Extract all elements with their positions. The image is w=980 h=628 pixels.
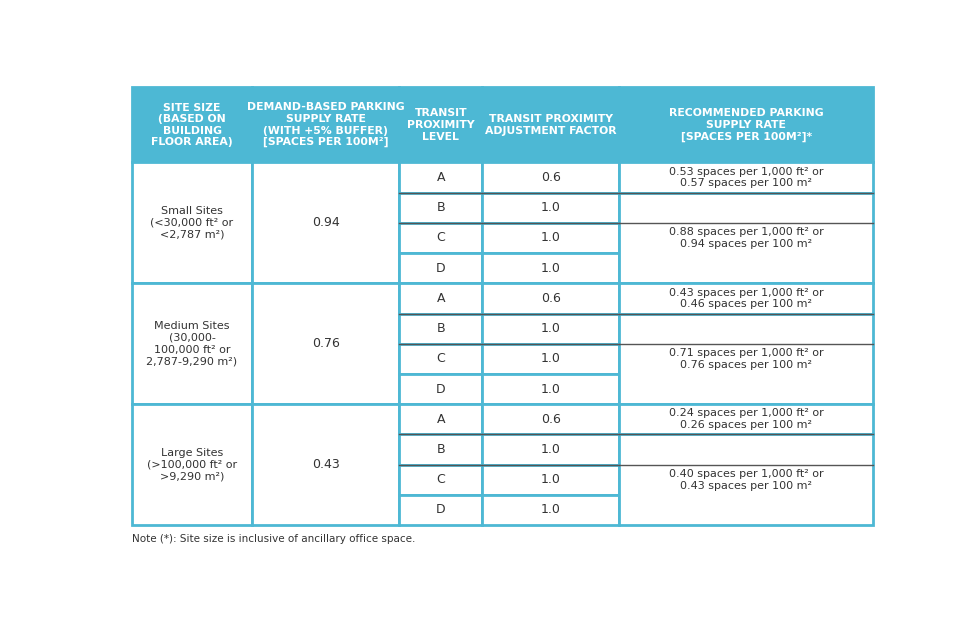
Bar	[619, 404, 873, 435]
Text: 0.88 spaces per 1,000 ft² or
0.94 spaces per 100 m²: 0.88 spaces per 1,000 ft² or 0.94 spaces…	[668, 227, 823, 249]
Text: C: C	[436, 474, 445, 486]
Text: 1.0: 1.0	[541, 504, 561, 516]
Bar	[482, 465, 619, 495]
Bar	[482, 283, 619, 313]
Bar	[399, 283, 482, 313]
Bar	[399, 344, 482, 374]
Bar	[619, 313, 873, 404]
Bar	[482, 193, 619, 223]
Bar	[131, 163, 253, 283]
Text: 0.40 spaces per 1,000 ft² or
0.43 spaces per 100 m²: 0.40 spaces per 1,000 ft² or 0.43 spaces…	[668, 469, 823, 490]
Text: D: D	[436, 262, 446, 274]
Text: 0.53 spaces per 1,000 ft² or
0.57 spaces per 100 m²: 0.53 spaces per 1,000 ft² or 0.57 spaces…	[669, 166, 823, 188]
Bar	[482, 404, 619, 435]
Text: 1.0: 1.0	[541, 382, 561, 396]
Bar	[131, 87, 253, 163]
Text: Note (*): Site size is inclusive of ancillary office space.: Note (*): Site size is inclusive of anci…	[131, 534, 415, 544]
Bar	[253, 163, 399, 283]
Text: A: A	[436, 413, 445, 426]
Text: 0.43: 0.43	[312, 458, 340, 471]
Text: Medium Sites
(30,000-
100,000 ft² or
2,787-9,290 m²): Medium Sites (30,000- 100,000 ft² or 2,7…	[146, 322, 237, 366]
Text: 1.0: 1.0	[541, 474, 561, 486]
Bar	[399, 253, 482, 283]
Text: 1.0: 1.0	[541, 322, 561, 335]
Bar	[619, 193, 873, 283]
Text: A: A	[436, 292, 445, 305]
Text: Large Sites
(>100,000 ft² or
>9,290 m²): Large Sites (>100,000 ft² or >9,290 m²)	[147, 448, 237, 481]
Text: 0.6: 0.6	[541, 413, 561, 426]
Bar	[619, 163, 873, 193]
Text: A: A	[436, 171, 445, 184]
Text: D: D	[436, 504, 446, 516]
Text: 0.71 spaces per 1,000 ft² or
0.76 spaces per 100 m²: 0.71 spaces per 1,000 ft² or 0.76 spaces…	[668, 348, 823, 370]
Bar	[482, 374, 619, 404]
Text: SITE SIZE
(BASED ON
BUILDING
FLOOR AREA): SITE SIZE (BASED ON BUILDING FLOOR AREA)	[151, 102, 233, 148]
Bar	[399, 374, 482, 404]
Bar	[399, 435, 482, 465]
Text: 1.0: 1.0	[541, 201, 561, 214]
Bar	[482, 495, 619, 525]
Text: Small Sites
(<30,000 ft² or
<2,787 m²): Small Sites (<30,000 ft² or <2,787 m²)	[151, 206, 233, 239]
Text: DEMAND-BASED PARKING
SUPPLY RATE
(WITH +5% BUFFER)
[SPACES PER 100M²]: DEMAND-BASED PARKING SUPPLY RATE (WITH +…	[247, 102, 405, 148]
Text: 0.43 spaces per 1,000 ft² or
0.46 spaces per 100 m²: 0.43 spaces per 1,000 ft² or 0.46 spaces…	[668, 288, 823, 309]
Bar	[131, 283, 253, 404]
Bar	[482, 344, 619, 374]
Text: B: B	[436, 443, 445, 456]
Bar	[399, 193, 482, 223]
Text: 1.0: 1.0	[541, 232, 561, 244]
Text: 1.0: 1.0	[541, 352, 561, 365]
Bar	[399, 313, 482, 344]
Text: 1.0: 1.0	[541, 262, 561, 274]
Bar	[482, 87, 619, 163]
Bar	[619, 435, 873, 525]
Text: TRANSIT PROXIMITY
ADJUSTMENT FACTOR: TRANSIT PROXIMITY ADJUSTMENT FACTOR	[485, 114, 616, 136]
Text: 1.0: 1.0	[541, 443, 561, 456]
Text: TRANSIT
PROXIMITY
LEVEL: TRANSIT PROXIMITY LEVEL	[407, 108, 474, 141]
Bar	[399, 163, 482, 193]
Bar	[482, 435, 619, 465]
Text: C: C	[436, 352, 445, 365]
Bar	[482, 253, 619, 283]
Text: B: B	[436, 201, 445, 214]
Text: 0.76: 0.76	[312, 337, 340, 350]
Text: B: B	[436, 322, 445, 335]
Bar	[399, 223, 482, 253]
Text: 0.94: 0.94	[312, 216, 340, 229]
Text: C: C	[436, 232, 445, 244]
Text: D: D	[436, 382, 446, 396]
Bar	[482, 313, 619, 344]
Bar	[619, 87, 873, 163]
Bar	[399, 495, 482, 525]
Text: 0.24 spaces per 1,000 ft² or
0.26 spaces per 100 m²: 0.24 spaces per 1,000 ft² or 0.26 spaces…	[668, 408, 823, 430]
Bar	[253, 87, 399, 163]
Text: RECOMMENDED PARKING
SUPPLY RATE
[SPACES PER 100M²]*: RECOMMENDED PARKING SUPPLY RATE [SPACES …	[668, 108, 823, 142]
Bar	[253, 404, 399, 525]
Bar	[399, 404, 482, 435]
Bar	[482, 163, 619, 193]
Bar	[131, 404, 253, 525]
Bar	[253, 283, 399, 404]
Text: 0.6: 0.6	[541, 171, 561, 184]
Bar	[399, 87, 482, 163]
Bar	[399, 465, 482, 495]
Bar	[619, 283, 873, 313]
Text: 0.6: 0.6	[541, 292, 561, 305]
Bar	[482, 223, 619, 253]
